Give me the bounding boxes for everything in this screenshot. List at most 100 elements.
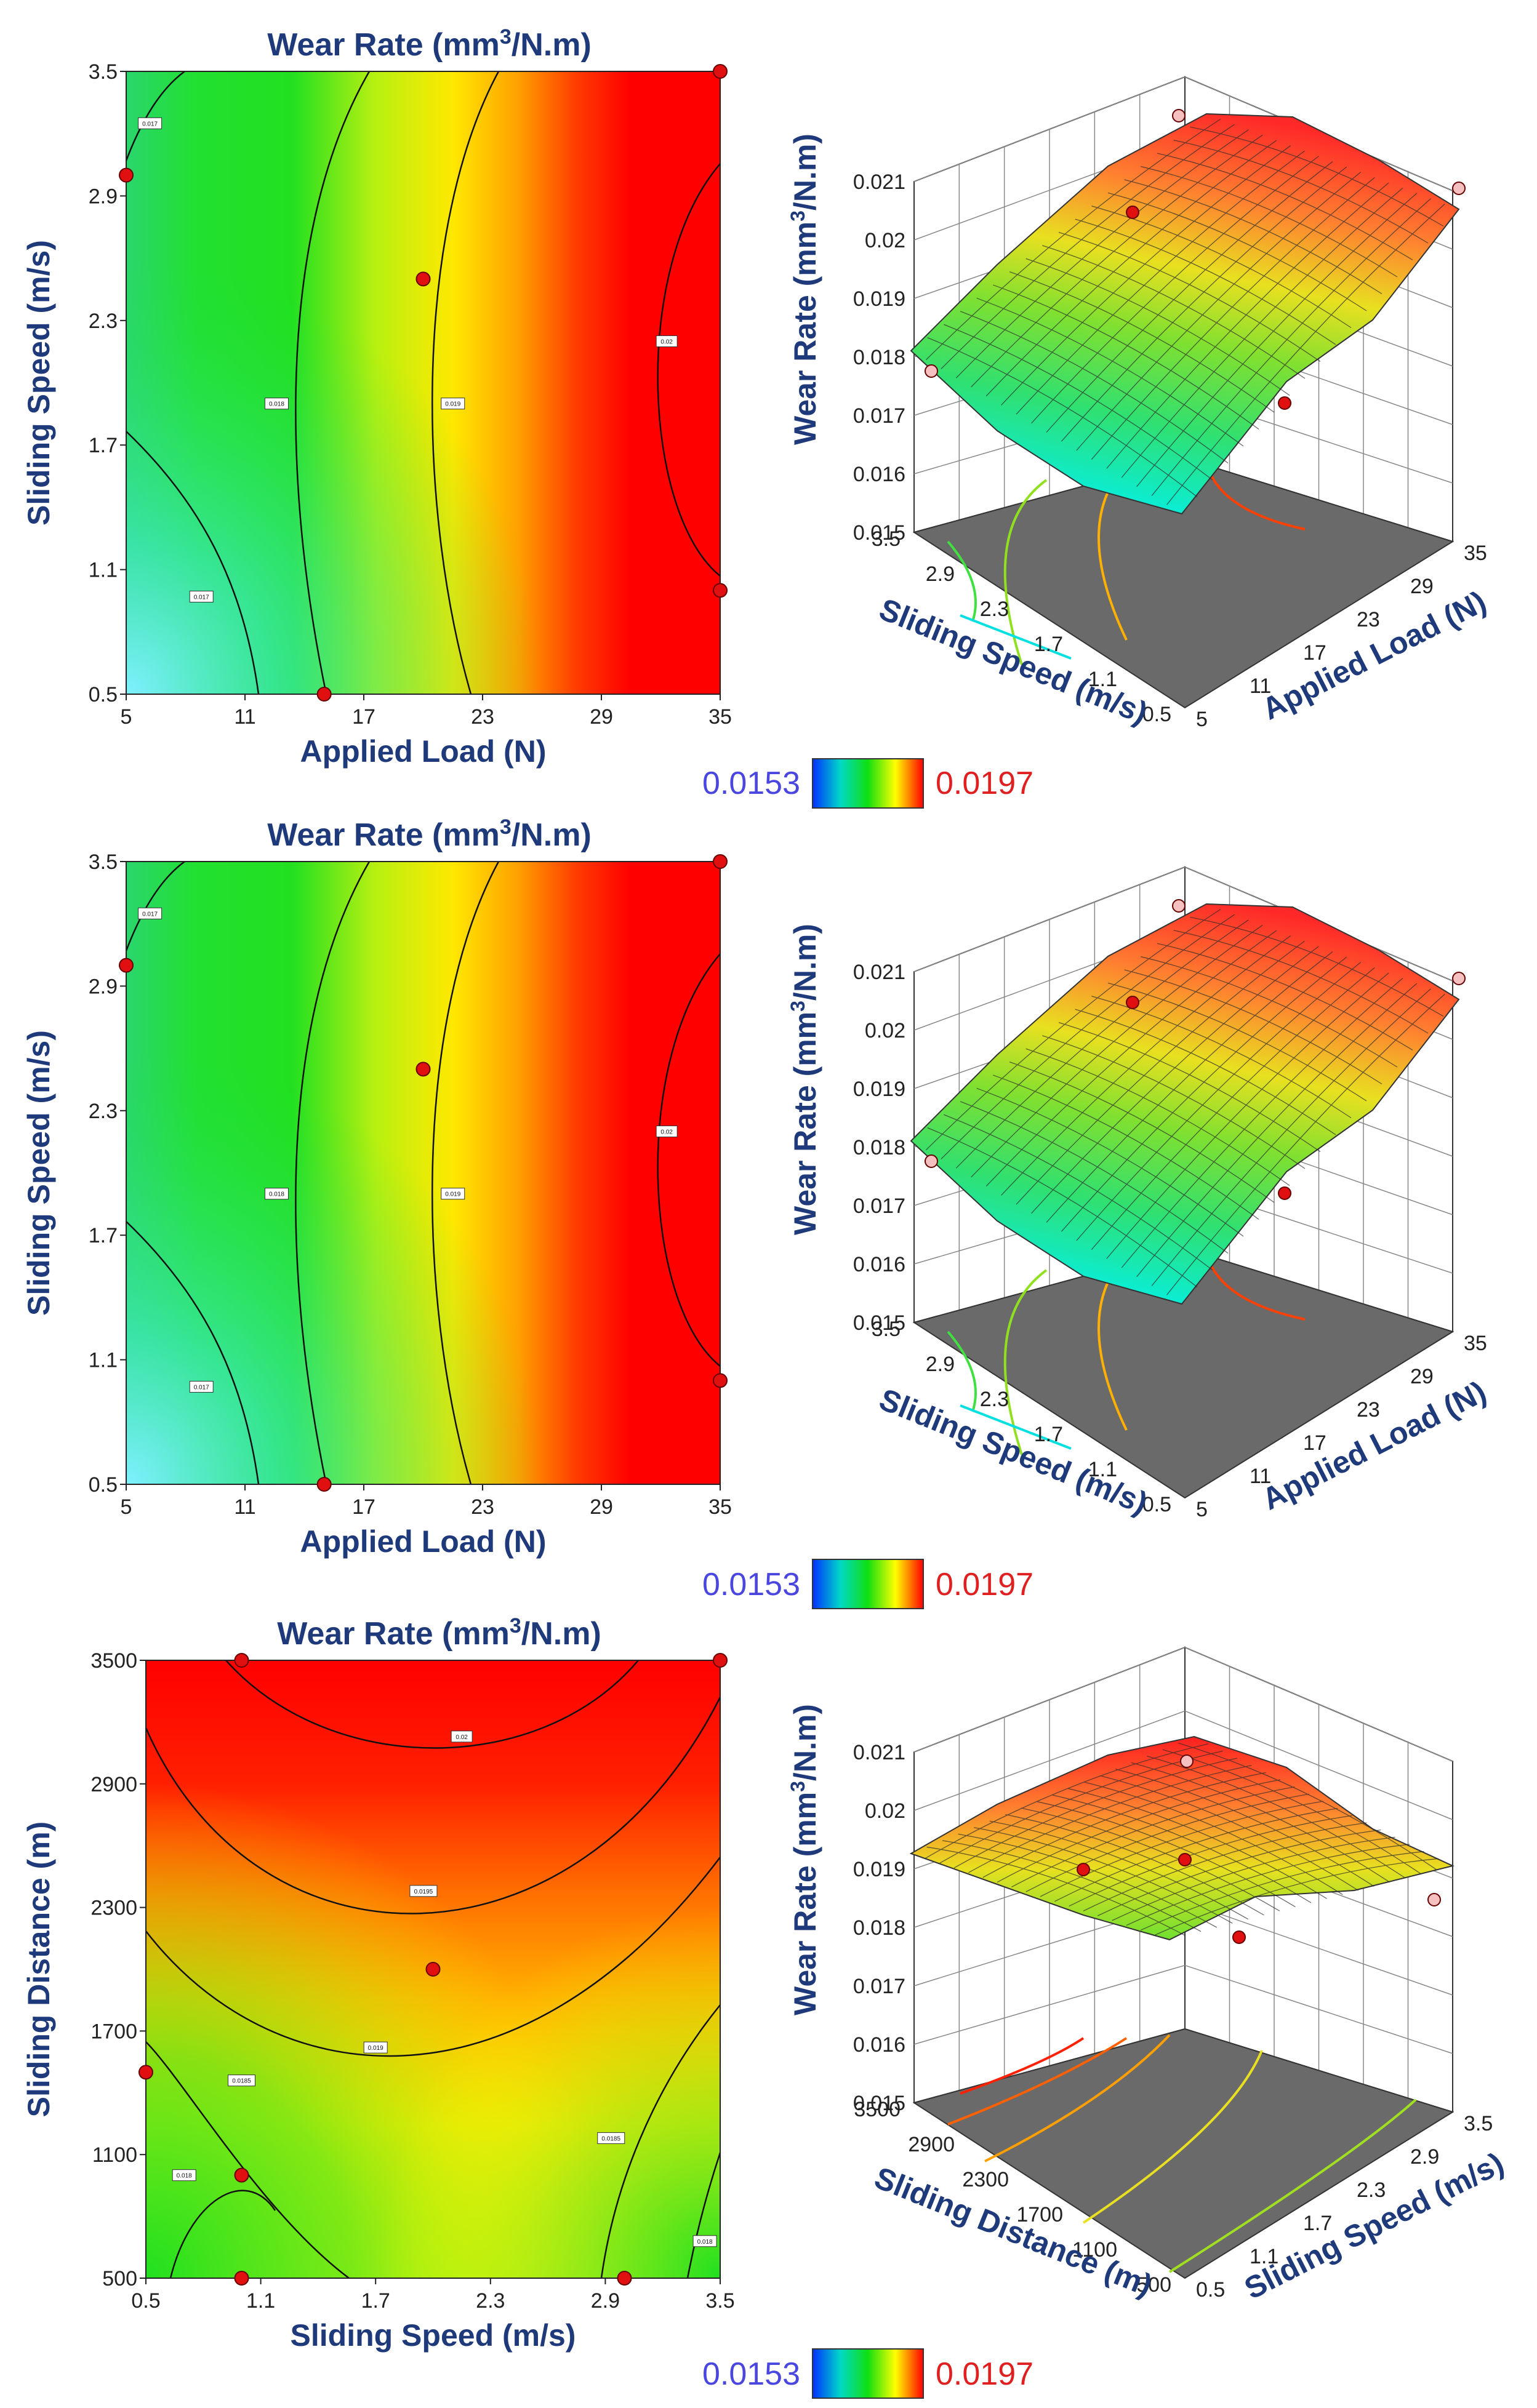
- x-tick-label: 35: [708, 705, 732, 729]
- x-tick-label: 0.5: [131, 2289, 160, 2313]
- surface-panel-2: 0.015 0.016 0.017 0.018 0.019 0.02 0.021 0.5 1.1…: [787, 866, 1491, 1521]
- z-tick-label: 0.017: [853, 404, 905, 428]
- contour-label-box: [264, 398, 289, 410]
- y-tick-label: 0.5: [89, 683, 118, 706]
- x-tick-label: 3.5: [705, 2289, 734, 2313]
- mesh-line: [989, 1820, 1249, 1920]
- surface-design-point: [1180, 1754, 1194, 1768]
- mesh-line: [985, 140, 1277, 397]
- mesh-line: [1157, 943, 1413, 1051]
- y3d-tick-label: 0.5: [1196, 2278, 1225, 2302]
- mesh-line: [941, 914, 1235, 1159]
- mesh-line: [1025, 1048, 1290, 1186]
- mesh-line: [974, 1827, 1233, 1924]
- colorbar-max-label: 0.0197: [936, 2356, 1033, 2392]
- plot-title: Wear Rate (mm3/N.m): [277, 1614, 601, 1652]
- contour-label: 0.017: [138, 117, 163, 129]
- colorbar-2: 0.0153 0.0197: [702, 1559, 1033, 1609]
- contour-label-text: 0.017: [142, 121, 158, 127]
- z-tick-label: 0.016: [853, 463, 905, 486]
- contour-line: [145, 2041, 350, 2279]
- colorbar-min-label: 0.0153: [702, 1567, 800, 1602]
- mesh-line: [1106, 182, 1389, 469]
- y3d-tick-label: 35: [1464, 542, 1487, 565]
- mesh-line: [976, 1087, 1244, 1237]
- x3d-tick-label: 2300: [962, 2168, 1009, 2191]
- mesh-line: [1091, 177, 1375, 460]
- mesh-line: [1091, 206, 1352, 329]
- design-point: [713, 854, 728, 869]
- surface-mesh: [925, 909, 1445, 1295]
- mesh-line: [1147, 1756, 1406, 1879]
- y3d-tick-label: 35: [1464, 1332, 1487, 1355]
- contour-line: [145, 1697, 721, 1914]
- surface-design-point: [1172, 109, 1186, 122]
- floor-contour: [947, 2037, 1128, 2126]
- y3d-tick-label: 17: [1303, 641, 1326, 665]
- mesh-line: [1068, 1788, 1327, 1899]
- mesh-line: [1011, 1786, 1295, 1888]
- contour-label-text: 0.019: [445, 401, 460, 408]
- y3d-tick-label: 1.7: [1303, 2212, 1332, 2235]
- contour-line: [125, 860, 185, 951]
- surface-design-point: [1452, 972, 1466, 985]
- z-axis-label: Wear Rate (mm3/N.m): [787, 134, 822, 445]
- contour-label: 0.018: [264, 1188, 289, 1200]
- x3d-tick-label: 0.5: [1142, 703, 1171, 726]
- x3d-tick-label: 0.5: [1142, 1493, 1171, 1516]
- contour-label-box: [597, 2132, 625, 2144]
- y-tick-label: 1.1: [89, 559, 118, 582]
- x-tick-label: 11: [234, 1495, 255, 1519]
- design-point: [713, 64, 728, 79]
- contour-line: [126, 1221, 260, 1485]
- x-tick-label: 17: [352, 705, 375, 729]
- floor-contour: [960, 2037, 1085, 2095]
- z-tick-label: 0.019: [853, 1858, 905, 1881]
- x3d-tick-label: 2.9: [926, 562, 955, 586]
- y3d-tick-label: 23: [1357, 608, 1380, 631]
- floor-contour: [1082, 2050, 1263, 2224]
- contour-label-text: 0.018: [697, 2239, 713, 2246]
- contour-label-box: [409, 1885, 438, 1897]
- x3d-tick-label: 2900: [908, 2133, 955, 2156]
- mesh-line: [1136, 983, 1418, 1278]
- contour-label-box: [138, 117, 163, 129]
- floor-contour: [960, 1404, 1072, 1450]
- mesh-line: [1162, 1749, 1422, 1874]
- mesh-line: [1083, 1782, 1343, 1895]
- contour-label-text: 0.017: [142, 911, 158, 918]
- mesh-line: [1091, 996, 1352, 1119]
- mesh-line: [1009, 1062, 1275, 1203]
- z-tick-label: 0.019: [853, 287, 905, 311]
- x-tick-label: 29: [590, 1495, 613, 1519]
- mesh-line: [1054, 1808, 1338, 1902]
- floor-contour: [1168, 2098, 1417, 2273]
- mesh-line: [976, 297, 1244, 447]
- colorbar-3: 0.0153 0.0197: [702, 2348, 1033, 2399]
- y-axis-label: Sliding Speed (m/s): [22, 1030, 56, 1316]
- colorbar-gradient: [812, 758, 924, 809]
- surface-panel-3: 0.015 0.016 0.017 0.018 0.019 0.02 0.021 500 110…: [787, 1646, 1509, 2306]
- surface-mesh: [925, 1742, 1439, 1936]
- design-point: [234, 1653, 249, 1668]
- x-tick-label: 2.9: [591, 2289, 620, 2313]
- x-tick-label: 5: [121, 705, 132, 729]
- plot-frame: [126, 861, 721, 1485]
- surface-design-point: [1126, 996, 1139, 1009]
- design-point: [713, 583, 728, 598]
- mesh-line: [953, 1758, 1238, 1868]
- y3d-tick-label: 29: [1410, 575, 1434, 598]
- y-tick-label: 2.3: [89, 1100, 118, 1123]
- surface-design-point: [1178, 1853, 1192, 1866]
- y3d-tick-label: 1.1: [1250, 2245, 1278, 2268]
- y3d-tick-label: 29: [1410, 1365, 1434, 1388]
- surface-design-point: [1278, 396, 1291, 410]
- y3d-tick-label: 2.9: [1410, 2145, 1439, 2169]
- design-point: [138, 2065, 153, 2080]
- z-tick-label: 0.015: [853, 521, 905, 545]
- plot-frame: [145, 1660, 721, 2279]
- contour-label: 0.019: [441, 1188, 465, 1200]
- contour-label-text: 0.0185: [601, 2135, 620, 2142]
- x-tick-label: 23: [471, 1495, 494, 1519]
- mesh-line: [1091, 967, 1375, 1250]
